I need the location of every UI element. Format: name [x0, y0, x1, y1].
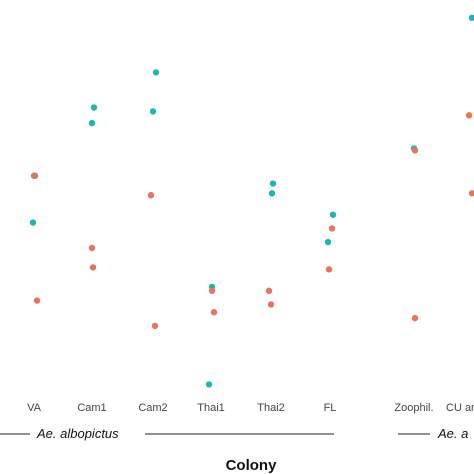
point-salmon-thai2-8 [265, 287, 273, 294]
point-salmon-va-1 [33, 297, 41, 304]
point-teal-cuar-13 [468, 14, 474, 21]
point-salmon-cam2-5 [151, 322, 159, 330]
x-tick-labels: VA Cam1 Cam2 Thai1 Thai2 FL Zoophil. CU ar [27, 402, 474, 414]
point-salmon-cuar-14 [465, 112, 473, 119]
point-teal-fl-11 [324, 238, 332, 246]
point-salmon-fl-10 [328, 225, 336, 232]
point-teal-cam2-5 [149, 108, 157, 115]
point-teal-thai2-9 [268, 190, 276, 197]
point-salmon-va-0 [30, 172, 38, 179]
point-salmon-fl-11 [325, 266, 333, 273]
point-salmon-cuar-15 [468, 190, 474, 197]
point-salmon-zoophil-13 [411, 314, 419, 322]
x-tick-zoophil: Zoophil. [394, 402, 433, 414]
point-salmon-thai1-6 [208, 287, 216, 294]
point-teal-thai1-7 [205, 381, 213, 388]
x-axis-label: Colony [226, 457, 277, 474]
x-tick-cuar: CU ar [446, 402, 474, 414]
x-tick-cam1: Cam1 [77, 402, 106, 414]
point-teal-thai2-8 [269, 180, 277, 187]
point-salmon-thai1-7 [210, 309, 218, 316]
x-tick-cam2: Cam2 [138, 402, 167, 414]
point-teal-cam2-4 [152, 69, 160, 76]
x-tick-fl: FL [324, 402, 337, 414]
point-salmon-zoophil-12 [411, 147, 419, 154]
point-teal-cam1-3 [88, 119, 96, 127]
x-tick-thai1: Thai1 [197, 402, 225, 414]
x-tick-va: VA [27, 402, 42, 414]
point-teal-fl-10 [329, 211, 337, 218]
group-label-second: Ae. a [437, 426, 468, 441]
points-layer [29, 14, 474, 388]
group-label-albopictus: Ae. albopictus [36, 426, 119, 441]
point-salmon-cam1-3 [89, 264, 97, 271]
x-tick-thai2: Thai2 [257, 402, 285, 414]
point-salmon-cam2-4 [147, 192, 155, 199]
point-salmon-cam1-2 [88, 244, 96, 252]
point-teal-cam1-2 [90, 104, 98, 111]
point-salmon-thai2-9 [267, 301, 275, 308]
point-teal-va-1 [29, 219, 37, 226]
